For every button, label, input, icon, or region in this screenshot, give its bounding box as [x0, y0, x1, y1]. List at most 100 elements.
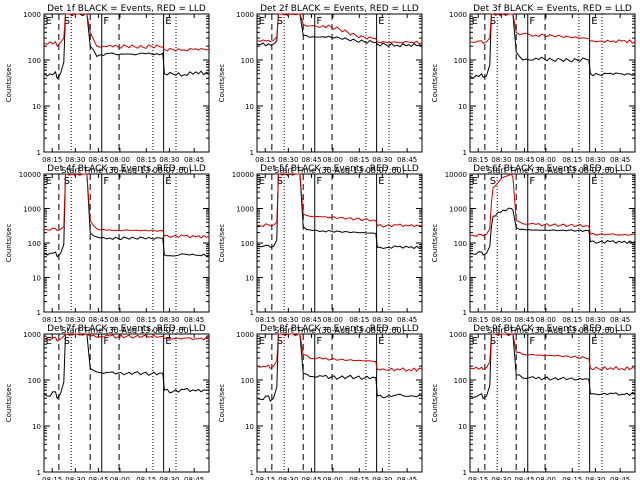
y-tick-label: 10	[245, 103, 254, 111]
x-tick-label: 08:00	[323, 476, 343, 480]
series-line-lld	[469, 13, 636, 45]
x-tick-label: 08:30	[278, 316, 298, 324]
marker-label: E	[259, 16, 265, 27]
x-axis-label: Start Time (30-Aug-13 08:07:00)	[61, 326, 192, 335]
y-axis-label: Counts/sec	[5, 224, 13, 263]
marker-label: E	[378, 176, 384, 187]
plot-frame	[256, 333, 423, 473]
x-tick-label: 08:15	[562, 316, 582, 324]
y-tick-label: 100	[454, 57, 467, 65]
x-tick-label: 08:15	[349, 476, 369, 480]
marker-label: E	[591, 16, 597, 27]
y-tick-label: 10	[458, 275, 467, 283]
x-tick-label: 08:30	[585, 316, 605, 324]
x-tick-label: 08:45	[184, 476, 204, 480]
series-line-events	[469, 13, 636, 79]
x-tick-label: 08:45	[301, 156, 321, 164]
series-line-lld	[43, 173, 210, 239]
y-tick-label: 10	[458, 103, 467, 111]
x-tick-label: 08:30	[65, 476, 85, 480]
x-tick-label: 08:45	[88, 316, 108, 324]
marker-label: F	[316, 336, 322, 347]
marker-label: E	[46, 176, 52, 187]
x-tick-label: 08:15	[255, 156, 275, 164]
plot-frame	[469, 333, 636, 473]
plot-frame	[469, 173, 636, 313]
x-tick-label: 08:45	[514, 156, 534, 164]
y-axis-label: Counts/sec	[431, 224, 439, 263]
plot-frame	[256, 173, 423, 313]
x-tick-label: 08:45	[610, 476, 630, 480]
y-axis-label: Counts/sec	[218, 64, 226, 103]
series-line-lld	[469, 333, 636, 371]
chart-title: Det 8f BLACK = Events, RED = LLD	[260, 324, 419, 334]
chart-title: Det 4f BLACK = Events, RED = LLD	[47, 164, 206, 174]
x-tick-label: 08:15	[255, 316, 275, 324]
y-tick-label: 10	[458, 423, 467, 431]
x-tick-label: 08:30	[159, 316, 179, 324]
marker-label: F	[316, 16, 322, 27]
y-axis-label: Counts/sec	[431, 64, 439, 103]
x-tick-label: 08:30	[65, 316, 85, 324]
chart-title: Det 9f BLACK = Events, RED = LLD	[473, 324, 632, 334]
y-tick-label: 10	[32, 103, 41, 111]
chart-title: Det 2f BLACK = Events, RED = LLD	[260, 4, 419, 14]
marker-label: E	[472, 16, 478, 27]
marker-label: S	[490, 336, 496, 347]
x-tick-label: 08:15	[468, 156, 488, 164]
x-tick-label: 08:15	[136, 316, 156, 324]
y-tick-label: 1	[250, 469, 254, 477]
marker-label: F	[529, 176, 535, 187]
y-tick-label: 100	[28, 377, 41, 385]
y-tick-label: 10	[32, 423, 41, 431]
y-axis-label: Counts/sec	[218, 224, 226, 263]
x-axis-label: Start Time (30-Aug-13 08:07:00)	[487, 326, 618, 335]
x-tick-label: 08:30	[278, 476, 298, 480]
marker-label: S	[64, 16, 70, 27]
x-tick-label: 08:30	[491, 476, 511, 480]
series-line-events	[469, 207, 636, 256]
series-line-lld	[43, 333, 210, 342]
x-tick-label: 08:15	[42, 156, 62, 164]
x-tick-label: 08:30	[159, 156, 179, 164]
x-tick-label: 08:45	[301, 476, 321, 480]
series-line-events	[43, 333, 210, 400]
chart-title: Det 7f BLACK = Events, RED = LLD	[47, 324, 206, 334]
y-tick-label: 1000	[449, 11, 467, 19]
y-tick-label: 100	[241, 377, 254, 385]
y-tick-label: 1000	[23, 11, 41, 19]
y-tick-label: 10	[32, 275, 41, 283]
y-tick-label: 100	[454, 240, 467, 248]
chart-panel-5: Det 5f BLACK = Events, RED = LLD Counts/s…	[218, 164, 423, 335]
x-tick-label: 08:00	[323, 316, 343, 324]
x-tick-label: 08:15	[136, 156, 156, 164]
y-tick-label: 1	[463, 149, 467, 157]
series-line-lld	[469, 173, 636, 237]
y-tick-label: 10000	[19, 171, 41, 179]
series-line-lld	[256, 333, 423, 372]
x-tick-label: 08:00	[536, 156, 556, 164]
y-tick-label: 1000	[23, 331, 41, 339]
marker-label: E	[472, 336, 478, 347]
chart-title: Det 3f BLACK = Events, RED = LLD	[473, 4, 632, 14]
y-tick-label: 1	[37, 469, 41, 477]
x-tick-label: 08:30	[372, 156, 392, 164]
x-tick-label: 08:45	[610, 316, 630, 324]
series-line-lld	[256, 13, 423, 45]
x-axis-label: Start Time (30-Aug-13 08:07:00)	[274, 326, 405, 335]
x-tick-label: 08:30	[372, 316, 392, 324]
x-tick-label: 08:45	[514, 316, 534, 324]
marker-label: F	[103, 16, 109, 27]
x-tick-label: 08:15	[349, 316, 369, 324]
x-tick-label: 08:45	[184, 316, 204, 324]
chart-panel-8: Det 8f BLACK = Events, RED = LLD Counts/s…	[218, 324, 423, 480]
marker-label: E	[378, 336, 384, 347]
marker-label: F	[103, 176, 109, 187]
chart-panel-6: Det 6f BLACK = Events, RED = LLD Counts/s…	[431, 164, 636, 335]
marker-label: F	[529, 16, 535, 27]
marker-label: E	[165, 16, 171, 27]
series-line-lld	[43, 13, 210, 52]
plot-frame	[43, 173, 210, 313]
x-tick-label: 08:45	[514, 476, 534, 480]
y-tick-label: 1	[463, 469, 467, 477]
